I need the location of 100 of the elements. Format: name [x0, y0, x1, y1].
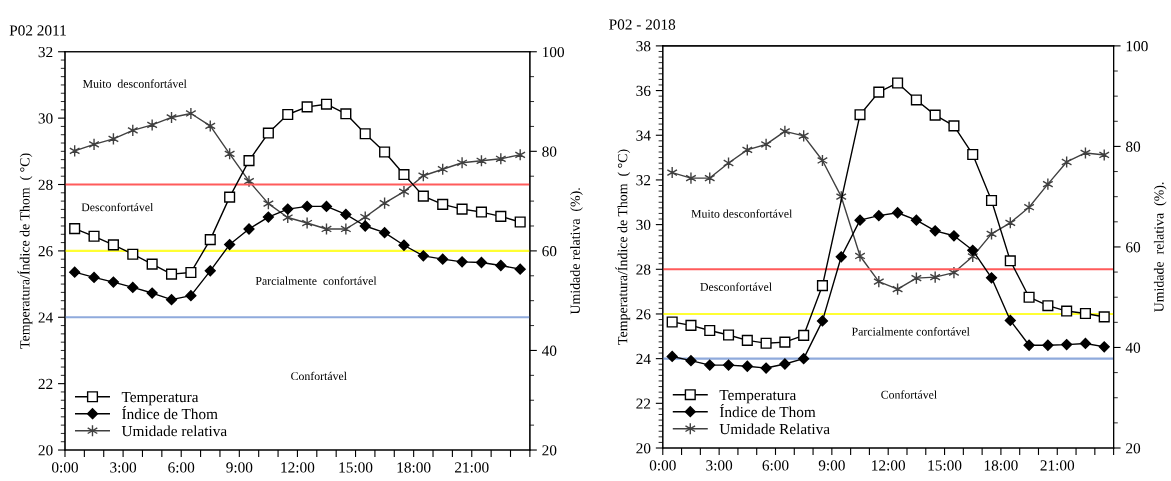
point [873, 86, 885, 98]
point [948, 230, 960, 242]
y-tick-label: 34 [636, 130, 651, 141]
point [475, 256, 488, 269]
point [1098, 311, 1110, 323]
x-tick-label: 21:00 [1040, 460, 1075, 471]
point [779, 336, 791, 348]
point [398, 185, 410, 198]
point [985, 194, 998, 207]
legend-label: Umidade Relativa [719, 423, 830, 435]
x-tick-label: 12:00 [281, 462, 315, 473]
x-tick-label: 9:00 [818, 460, 845, 471]
point [929, 270, 941, 284]
point [107, 239, 119, 251]
y-tick-label: 24 [38, 312, 53, 323]
y2-tick-label: 60 [1126, 242, 1141, 253]
annotation: Parcialmente confortável [255, 276, 377, 285]
point [398, 239, 410, 251]
point [779, 358, 791, 370]
annotation: Desconfortável [81, 202, 154, 212]
annotation: Confortável [881, 390, 937, 399]
point [127, 248, 139, 260]
x-tick-label: 15:00 [928, 460, 962, 471]
point [779, 125, 791, 138]
y2-tick-label: 40 [541, 345, 557, 356]
point [891, 207, 904, 219]
y2-tick-label: 100 [543, 46, 565, 58]
y2-tick-label: 60 [542, 246, 557, 257]
legend-label: Temperatura [121, 392, 199, 406]
y-tick-label: 30 [38, 113, 53, 124]
point [224, 238, 236, 251]
x-tick-label: 15:00 [339, 462, 373, 473]
point [88, 271, 100, 284]
point [666, 166, 678, 179]
point [854, 249, 866, 263]
y-tick-label: 26 [636, 309, 651, 320]
point [514, 148, 526, 162]
point [224, 191, 236, 203]
point [146, 287, 158, 299]
point [685, 355, 697, 367]
y-tick-label: 20 [38, 445, 53, 456]
y-tick-label: 28 [636, 264, 651, 275]
point [204, 265, 216, 277]
point [456, 203, 468, 215]
annotation: Muito desconfortável [691, 209, 793, 218]
x-tick-label: 21:00 [455, 462, 489, 473]
point [854, 214, 866, 226]
point [760, 138, 772, 151]
point [816, 280, 829, 292]
point [282, 108, 294, 121]
point [741, 360, 753, 372]
point [854, 109, 866, 121]
point [967, 148, 979, 161]
point [1023, 200, 1035, 214]
legend-label: Umidade relativa [121, 425, 227, 437]
point [1061, 305, 1073, 317]
point [456, 156, 468, 170]
point [704, 324, 716, 337]
annotation: Muito desconfortável [82, 79, 187, 88]
point [165, 268, 178, 280]
point [1079, 337, 1092, 350]
point [722, 329, 735, 341]
x-tick-label: 18:00 [984, 460, 1018, 471]
point [666, 316, 678, 328]
x-tick-label: 0:00 [51, 462, 78, 473]
point [204, 234, 216, 246]
point [760, 337, 772, 349]
point [514, 263, 526, 275]
y-tick-label: 28 [38, 179, 53, 190]
point [798, 329, 810, 341]
point [88, 230, 100, 242]
point [378, 227, 391, 239]
y2-tick-label: 40 [1125, 342, 1141, 353]
point [1061, 338, 1073, 351]
point [185, 266, 197, 279]
point [892, 77, 904, 89]
point [185, 290, 197, 302]
chart-title: P02 - 2018 [609, 19, 676, 30]
y-axis-title: Temperatura/Índice de Thom ( °C) [17, 153, 33, 349]
point [1023, 339, 1035, 351]
point [475, 206, 488, 218]
point [1042, 177, 1054, 191]
x-tick-label: 9:00 [226, 462, 253, 473]
x-tick-label: 18:00 [397, 462, 431, 473]
y2-tick-label: 80 [1126, 141, 1141, 152]
point [127, 281, 139, 294]
annotation: Desconfortável [700, 282, 772, 291]
point [185, 107, 197, 120]
x-tick-label: 3:00 [110, 462, 137, 473]
legend-label: Temperatura [719, 390, 797, 404]
point [107, 276, 120, 288]
point [798, 353, 810, 365]
point [1098, 341, 1110, 353]
y-tick-label: 22 [636, 398, 651, 409]
point [495, 152, 507, 166]
x-tick-label: 12:00 [872, 460, 906, 471]
point [437, 253, 449, 265]
y-tick-label: 32 [38, 46, 53, 58]
point [437, 198, 449, 210]
x-tick-label: 0:00 [649, 460, 676, 471]
